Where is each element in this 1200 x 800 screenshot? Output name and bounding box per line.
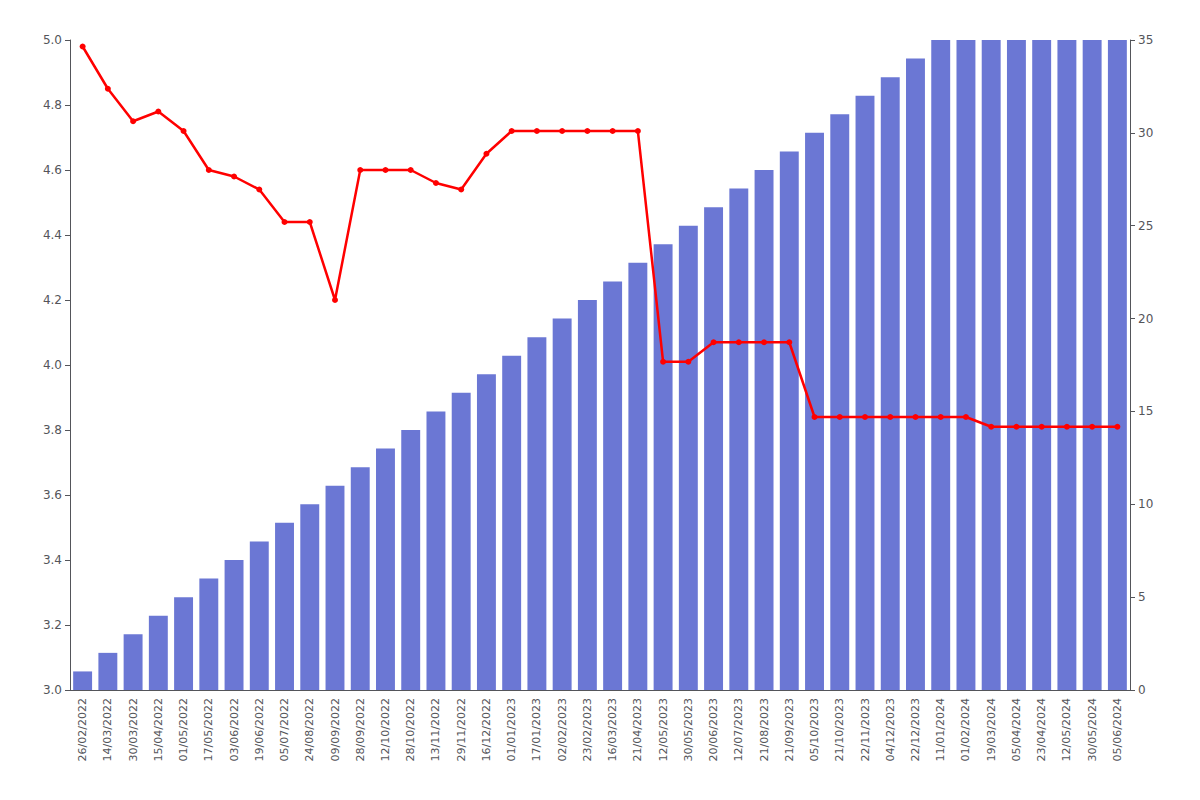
svg-text:3.2: 3.2 — [43, 618, 62, 632]
svg-text:15: 15 — [1138, 404, 1153, 418]
svg-text:4.4: 4.4 — [43, 228, 62, 242]
svg-text:25: 25 — [1138, 219, 1153, 233]
svg-text:05/06/2024: 05/06/2024 — [1111, 698, 1124, 761]
svg-text:30/05/2023: 30/05/2023 — [682, 698, 695, 761]
svg-text:03/06/2022: 03/06/2022 — [228, 698, 241, 761]
svg-text:30: 30 — [1138, 126, 1153, 140]
svg-text:21/04/2023: 21/04/2023 — [631, 698, 644, 761]
svg-text:22/11/2023: 22/11/2023 — [859, 698, 872, 761]
svg-text:4.6: 4.6 — [43, 163, 62, 177]
svg-text:35: 35 — [1138, 33, 1153, 47]
svg-text:09/09/2022: 09/09/2022 — [329, 698, 342, 761]
svg-text:19/03/2024: 19/03/2024 — [985, 698, 998, 761]
svg-text:17/01/2023: 17/01/2023 — [530, 698, 543, 761]
svg-text:30/03/2022: 30/03/2022 — [127, 698, 140, 761]
svg-text:12/05/2023: 12/05/2023 — [657, 698, 670, 761]
svg-text:11/01/2024: 11/01/2024 — [934, 698, 947, 761]
svg-text:4.8: 4.8 — [43, 98, 62, 112]
svg-text:4.2: 4.2 — [43, 293, 62, 307]
svg-text:05/07/2022: 05/07/2022 — [278, 698, 291, 761]
svg-text:29/11/2022: 29/11/2022 — [455, 698, 468, 761]
svg-text:05/10/2023: 05/10/2023 — [808, 698, 821, 761]
svg-text:28/10/2022: 28/10/2022 — [404, 698, 417, 761]
svg-text:17/05/2022: 17/05/2022 — [202, 698, 215, 761]
svg-text:21/08/2023: 21/08/2023 — [758, 698, 771, 761]
svg-text:28/09/2022: 28/09/2022 — [354, 698, 367, 761]
svg-text:14/03/2022: 14/03/2022 — [101, 698, 114, 761]
svg-text:5: 5 — [1138, 590, 1146, 604]
svg-text:15/04/2022: 15/04/2022 — [152, 698, 165, 761]
svg-text:01/01/2023: 01/01/2023 — [505, 698, 518, 761]
svg-text:3.6: 3.6 — [43, 488, 62, 502]
svg-text:5.0: 5.0 — [43, 33, 62, 47]
svg-text:13/11/2022: 13/11/2022 — [429, 698, 442, 761]
svg-text:16/03/2023: 16/03/2023 — [606, 698, 619, 761]
svg-text:12/10/2022: 12/10/2022 — [379, 698, 392, 761]
svg-text:19/06/2022: 19/06/2022 — [253, 698, 266, 761]
svg-text:01/05/2022: 01/05/2022 — [177, 698, 190, 761]
svg-text:05/04/2024: 05/04/2024 — [1010, 698, 1023, 761]
svg-text:16/12/2022: 16/12/2022 — [480, 698, 493, 761]
svg-text:0: 0 — [1138, 683, 1146, 697]
svg-text:10: 10 — [1138, 497, 1153, 511]
svg-text:04/12/2023: 04/12/2023 — [884, 698, 897, 761]
svg-text:21/09/2023: 21/09/2023 — [783, 698, 796, 761]
svg-text:26/02/2022: 26/02/2022 — [76, 698, 89, 761]
svg-text:12/05/2024: 12/05/2024 — [1060, 698, 1073, 761]
svg-text:01/02/2024: 01/02/2024 — [959, 698, 972, 761]
svg-text:23/02/2023: 23/02/2023 — [581, 698, 594, 761]
svg-text:3.4: 3.4 — [43, 553, 62, 567]
svg-text:21/10/2023: 21/10/2023 — [833, 698, 846, 761]
svg-text:20/06/2023: 20/06/2023 — [707, 698, 720, 761]
svg-text:3.0: 3.0 — [43, 683, 62, 697]
svg-text:22/12/2023: 22/12/2023 — [909, 698, 922, 761]
svg-text:3.8: 3.8 — [43, 423, 62, 437]
svg-text:4.0: 4.0 — [43, 358, 62, 372]
svg-text:23/04/2024: 23/04/2024 — [1035, 698, 1048, 761]
svg-text:30/05/2024: 30/05/2024 — [1086, 698, 1099, 761]
svg-text:02/02/2023: 02/02/2023 — [556, 698, 569, 761]
svg-text:24/08/2022: 24/08/2022 — [303, 698, 316, 761]
svg-text:20: 20 — [1138, 312, 1153, 326]
svg-text:12/07/2023: 12/07/2023 — [732, 698, 745, 761]
